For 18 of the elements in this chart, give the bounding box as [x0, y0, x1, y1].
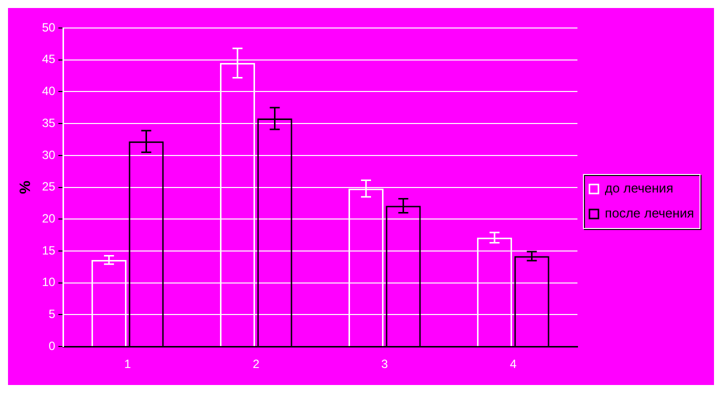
y-tick-label: 10: [42, 275, 56, 290]
y-tick-label: 35: [42, 116, 56, 130]
x-tick-label: 2: [252, 357, 260, 372]
y-tick-label: 15: [42, 243, 56, 258]
y-tick-label: 40: [42, 84, 56, 98]
y-tick-label: 0: [48, 338, 56, 353]
y-tick-label: 50: [42, 20, 56, 34]
x-tick-label: 4: [510, 357, 517, 372]
y-tick-label: 45: [42, 52, 56, 66]
x-tick-label: 1: [124, 357, 132, 372]
y-tick-label: 20: [42, 211, 56, 226]
legend-label: после лечения: [604, 206, 694, 221]
y-tick-label: 5: [48, 307, 56, 322]
legend-label: до лечения: [604, 180, 674, 196]
y-axis-title: %: [17, 180, 34, 194]
y-tick-label: 30: [42, 148, 56, 162]
y-tick-label: 25: [42, 180, 56, 194]
x-tick-label: 3: [381, 357, 388, 372]
